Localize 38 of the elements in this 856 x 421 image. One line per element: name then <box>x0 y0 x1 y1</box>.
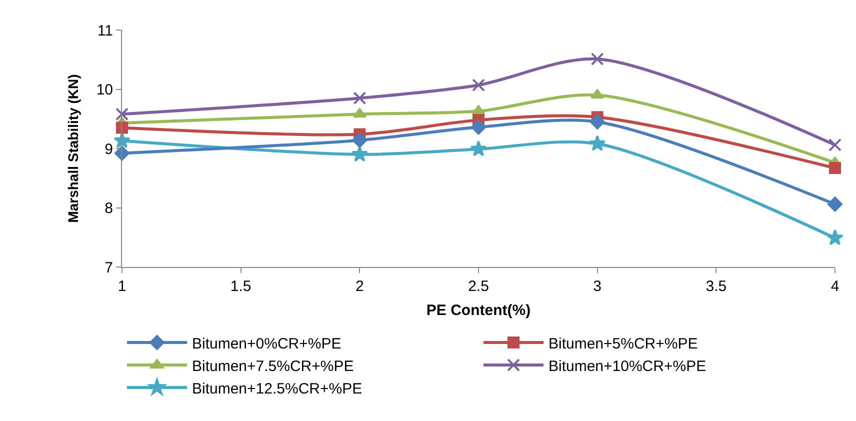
y-tick-label: 9 <box>104 140 113 158</box>
point <box>826 229 844 246</box>
point <box>352 132 368 148</box>
x-tick-label: 3 <box>593 278 602 295</box>
legend-label: Bitumen+10%CR+%PE <box>548 358 706 375</box>
point <box>114 146 130 161</box>
point <box>589 135 606 151</box>
point <box>828 196 842 212</box>
point <box>472 105 486 115</box>
legend-label: Bitumen+7.5%CR+%PE <box>192 358 354 375</box>
point <box>116 122 128 134</box>
y-tick-label: 10 <box>96 82 113 98</box>
y-tick-label: 11 <box>97 22 113 40</box>
point <box>470 140 487 156</box>
x-tick-label: 2 <box>356 278 364 295</box>
point <box>472 78 485 92</box>
point <box>590 89 604 99</box>
legend-label: Bitumen+0%CR+%PE <box>192 335 342 352</box>
x-tick-label: 3.5 <box>706 278 727 295</box>
y-tick-label: 7 <box>104 259 113 276</box>
x-tick-label: 2.5 <box>468 278 489 295</box>
legend-label: Bitumen+12.5%CR+%PE <box>192 380 362 398</box>
legend-label: Bitumen+5%CR+%PE <box>548 335 698 352</box>
point <box>828 138 842 152</box>
x-tick-label: 1 <box>118 278 126 295</box>
point <box>590 52 604 66</box>
point <box>116 108 128 121</box>
point <box>353 92 366 105</box>
y-axis-title: Marshall Stability (KN) <box>64 74 81 223</box>
point <box>471 120 486 135</box>
point <box>351 146 368 162</box>
x-tick-label: 1.5 <box>230 278 252 295</box>
point <box>829 162 841 174</box>
point <box>352 108 366 118</box>
point <box>590 114 605 130</box>
x-axis-title: PE Content(%) <box>426 302 531 319</box>
x-tick-label: 4 <box>830 278 840 295</box>
y-tick-label: 8 <box>104 200 113 217</box>
